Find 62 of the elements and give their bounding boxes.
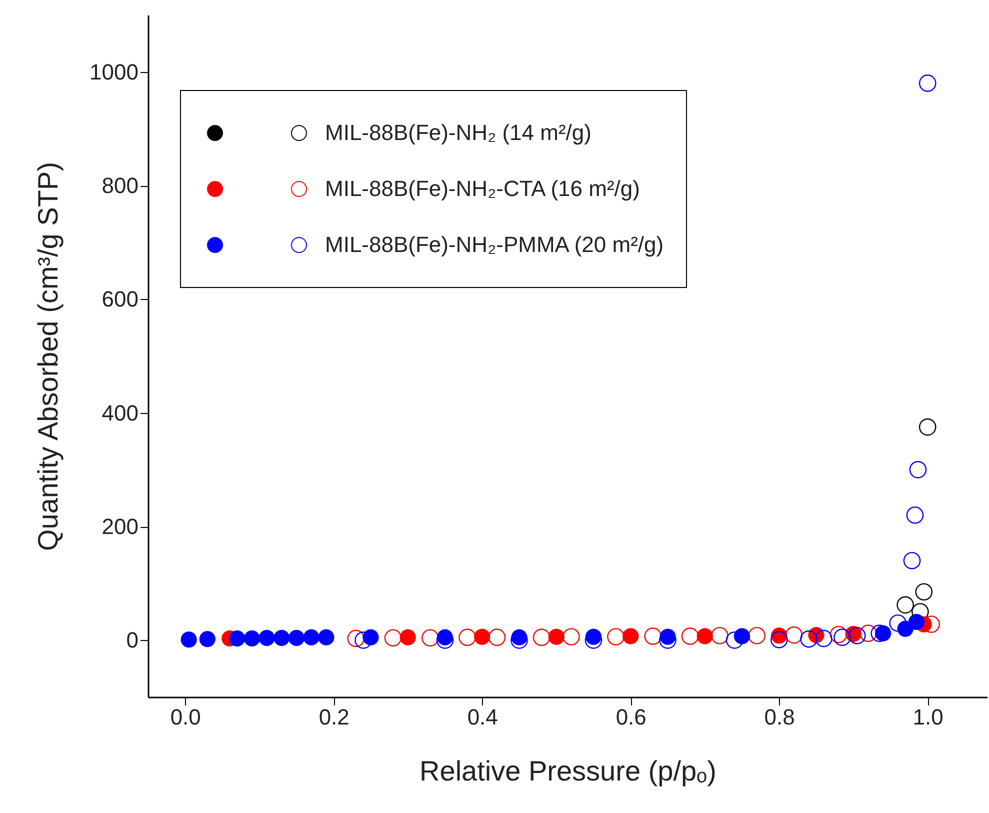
point [896, 596, 914, 614]
point [770, 630, 788, 648]
point [458, 628, 476, 646]
point [532, 628, 550, 646]
point [488, 628, 506, 646]
point [909, 461, 927, 478]
point [400, 629, 416, 646]
point [785, 626, 803, 644]
point [288, 630, 305, 646]
point [830, 626, 848, 644]
x-tick-label: 0.6 [616, 704, 646, 730]
point [244, 630, 260, 647]
point [915, 583, 933, 601]
point [258, 630, 275, 646]
point [318, 629, 334, 646]
point [548, 628, 564, 645]
point [726, 632, 744, 649]
point [748, 626, 766, 644]
point [180, 632, 197, 648]
y-tick-label: 200 [102, 514, 138, 539]
point [860, 624, 877, 642]
point [622, 628, 639, 644]
point [800, 630, 818, 648]
x-tick-label: 0.2 [318, 704, 350, 730]
y-tick-label: 1000 [90, 59, 138, 84]
x-axis-title: Relative Pressure (p/pₒ) [420, 756, 716, 786]
point [607, 628, 624, 646]
x-tick-label: 0.4 [467, 704, 498, 730]
point [199, 630, 216, 648]
legend-label: MIL-88B(Fe)-NH₂-CTA (16 m²/g) [325, 176, 640, 202]
point [903, 552, 921, 570]
point [384, 629, 402, 647]
point [562, 628, 580, 646]
legend-label: MIL-88B(Fe)-NH₂ (14 m²/g) [325, 120, 592, 146]
point [681, 628, 699, 645]
y-tick-label: 0 [126, 628, 138, 653]
x-tick-label: 1.0 [912, 704, 944, 730]
point [421, 629, 439, 647]
point [906, 506, 924, 524]
point [814, 630, 832, 648]
point [711, 626, 728, 644]
point [696, 628, 713, 644]
point [303, 629, 320, 646]
y-tick-label: 800 [102, 173, 138, 198]
point [354, 632, 372, 649]
point [474, 628, 490, 645]
point [347, 630, 365, 648]
point [834, 628, 851, 646]
x-tick-label: 0.8 [764, 704, 795, 730]
point [918, 74, 936, 92]
y-axis-title: Quantity Absorbed (cm³/g STP) [32, 162, 64, 552]
point [848, 626, 866, 644]
y-tick-label: 400 [102, 400, 138, 426]
legend-label: MIL-88B(Fe)-NH₂-PMMA (20 m²/g) [325, 232, 664, 258]
y-tick-label: 600 [102, 286, 138, 312]
point [229, 630, 246, 647]
x-tick-label: 0.0 [170, 704, 201, 730]
point [274, 630, 290, 646]
point [908, 614, 925, 630]
point [889, 614, 907, 632]
point [918, 418, 936, 436]
point [644, 628, 662, 645]
